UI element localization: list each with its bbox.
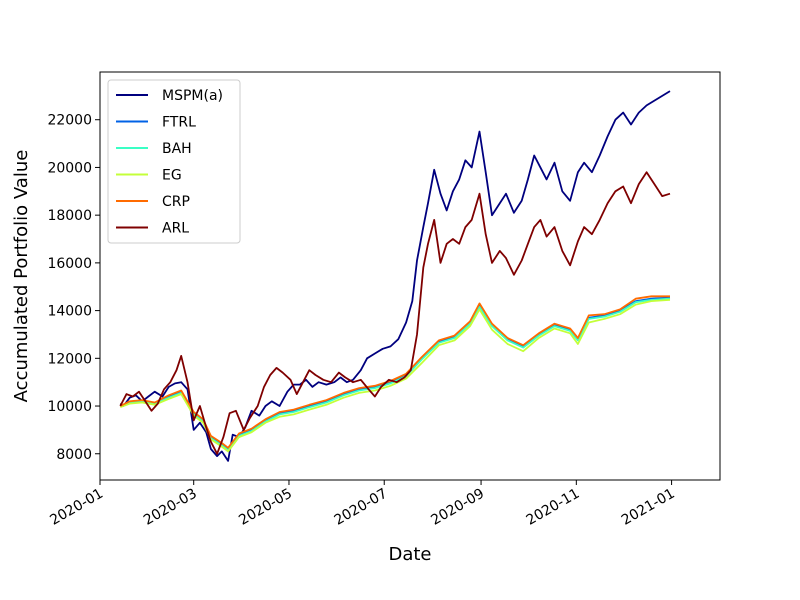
y-tick-label: 18000: [47, 208, 92, 224]
series-layer: [119, 90, 671, 462]
legend-label: EG: [162, 168, 182, 184]
legend-label: MSPM(a): [162, 88, 223, 104]
legend-label: ARL: [162, 221, 189, 237]
y-tick-label: 10000: [47, 399, 92, 415]
y-axis: 8000 10000 12000 14000 16000 18000 20000 22000: [47, 113, 100, 463]
series-line-crp: [119, 295, 670, 449]
y-tick-label: 16000: [47, 256, 92, 272]
plot-frame: [99, 71, 721, 481]
legend: MSPM(a) FTRL BAH EG CRP ARL: [107, 79, 241, 244]
y-tick-label: 14000: [47, 304, 92, 320]
legend-label: FTRL: [162, 115, 196, 131]
y-tick-label: 20000: [47, 160, 92, 176]
legend-box: [107, 79, 241, 244]
series-line-eg: [119, 299, 671, 453]
y-axis-title: Accumulated Portfolio Value: [11, 150, 32, 403]
y-tick-label: 8000: [56, 447, 92, 463]
y-tick-label: 12000: [47, 351, 92, 367]
legend-label: BAH: [162, 141, 192, 157]
series-line-mspm-a: [119, 90, 671, 462]
series-line-bah: [119, 297, 671, 452]
x-axis-title: Date: [388, 544, 431, 565]
y-tick-label: 22000: [47, 113, 92, 129]
series-line-arl: [119, 171, 671, 455]
legend-label: CRP: [162, 194, 190, 210]
